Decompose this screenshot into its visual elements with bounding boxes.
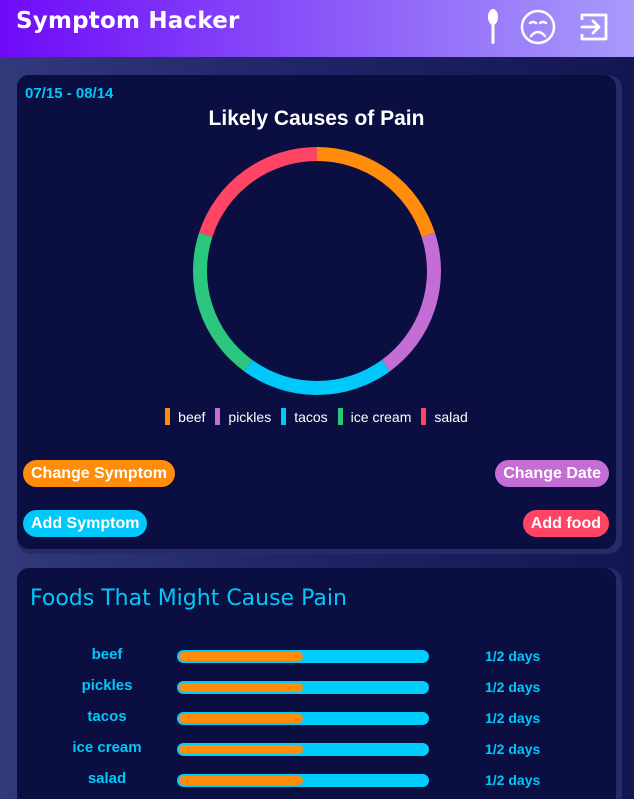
legend-item-ice-cream[interactable]: ice cream xyxy=(337,408,412,425)
logout-icon[interactable] xyxy=(578,11,610,48)
progress-fill xyxy=(179,683,303,692)
legend-label: beef xyxy=(178,408,206,425)
legend-swatch xyxy=(215,408,221,425)
food-days: 1/2 days xyxy=(485,710,541,726)
donut-segment-beef[interactable] xyxy=(316,147,435,238)
foods-card: Foods That Might Cause Pain beef 1/2 day… xyxy=(17,568,616,799)
progress-fill xyxy=(179,714,303,723)
add-symptom-button[interactable]: Add Symptom xyxy=(23,510,148,537)
food-days: 1/2 days xyxy=(485,648,541,664)
food-name: salad xyxy=(87,770,127,787)
sad-face-icon[interactable] xyxy=(519,8,557,51)
progress-fill xyxy=(179,745,303,754)
food-row[interactable]: ice cream 1/2 days xyxy=(17,739,616,759)
food-name: ice cream xyxy=(72,739,142,756)
legend-item-salad[interactable]: salad xyxy=(421,408,468,425)
app-title: Symptom Hacker xyxy=(16,8,240,34)
legend-swatch xyxy=(165,408,171,425)
summary-card: 07/15 - 08/14 Likely Causes of Pain beef… xyxy=(17,75,616,549)
legend-label: salad xyxy=(434,408,468,425)
legend-item-pickles[interactable]: pickles xyxy=(215,408,271,425)
donut-segment-tacos[interactable] xyxy=(244,359,390,395)
date-range[interactable]: 07/15 - 08/14 xyxy=(25,85,114,102)
chart-legend: beef pickles tacos ice cream salad xyxy=(17,408,616,425)
app-header: Symptom Hacker xyxy=(0,0,634,57)
progress-fill xyxy=(179,652,303,661)
donut-segment-ice-cream[interactable] xyxy=(193,232,253,372)
legend-swatch xyxy=(421,408,427,425)
food-days: 1/2 days xyxy=(485,679,541,695)
legend-label: ice cream xyxy=(350,408,412,425)
legend-item-beef[interactable]: beef xyxy=(165,408,205,425)
legend-label: pickles xyxy=(228,408,272,425)
food-name: beef xyxy=(91,646,123,663)
donut-segment-salad[interactable] xyxy=(199,147,318,238)
foods-section-title: Foods That Might Cause Pain xyxy=(30,586,347,611)
legend-label: tacos xyxy=(294,408,328,425)
legend-item-tacos[interactable]: tacos xyxy=(281,408,328,425)
spoon-icon[interactable] xyxy=(486,8,500,51)
change-date-button[interactable]: Change Date xyxy=(495,460,609,487)
food-progress-bar xyxy=(177,712,429,725)
food-row[interactable]: salad 1/2 days xyxy=(17,770,616,790)
legend-swatch xyxy=(281,408,287,425)
legend-swatch xyxy=(337,408,343,425)
change-symptom-button[interactable]: Change Symptom xyxy=(23,460,176,487)
donut-segment-pickles[interactable] xyxy=(381,232,441,372)
food-days: 1/2 days xyxy=(485,772,541,788)
food-progress-bar xyxy=(177,774,429,787)
food-name: tacos xyxy=(87,708,127,725)
add-food-button[interactable]: Add food xyxy=(522,510,609,537)
food-progress-bar xyxy=(177,743,429,756)
food-row[interactable]: beef 1/2 days xyxy=(17,646,616,666)
food-row[interactable]: tacos 1/2 days xyxy=(17,708,616,728)
food-days: 1/2 days xyxy=(485,741,541,757)
chart-title: Likely Causes of Pain xyxy=(208,107,425,130)
food-progress-bar xyxy=(177,681,429,694)
progress-fill xyxy=(179,776,303,785)
food-progress-bar xyxy=(177,650,429,663)
food-name: pickles xyxy=(81,677,133,694)
food-row[interactable]: pickles 1/2 days xyxy=(17,677,616,697)
donut-chart[interactable] xyxy=(191,145,443,397)
